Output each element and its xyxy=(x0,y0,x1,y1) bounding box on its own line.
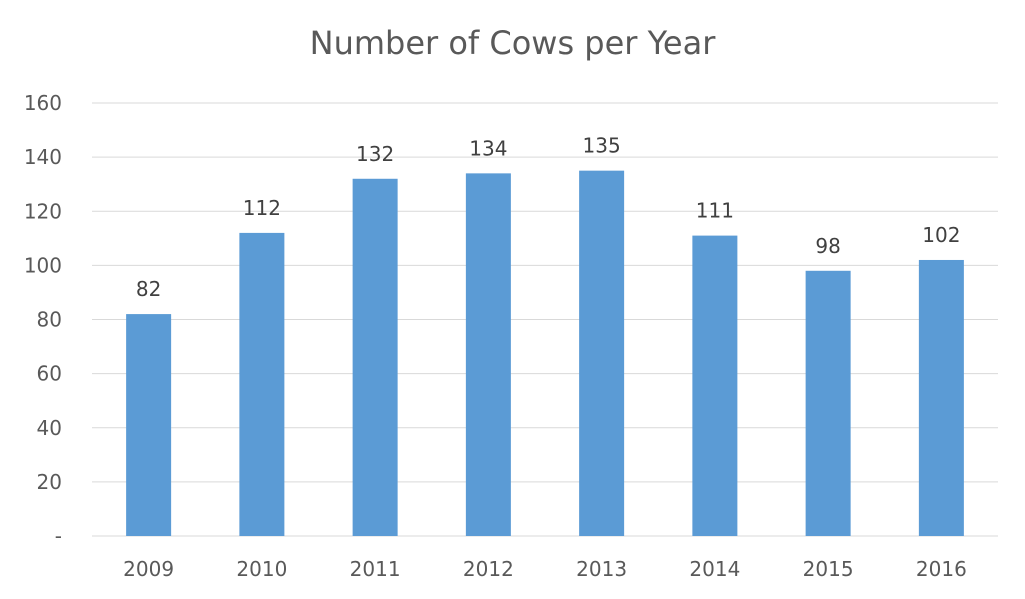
data-label: 135 xyxy=(583,134,621,158)
chart-title: Number of Cows per Year xyxy=(309,24,716,62)
x-tick-label: 2009 xyxy=(123,557,174,581)
x-tick-label: 2014 xyxy=(689,557,740,581)
bar-2015 xyxy=(805,270,851,536)
y-tick-label: 40 xyxy=(37,416,62,440)
y-tick-label: 160 xyxy=(24,91,62,115)
x-tick-label: 2010 xyxy=(236,557,287,581)
bar-2014 xyxy=(692,235,738,536)
bar-2012 xyxy=(465,173,511,537)
x-tick-label: 2011 xyxy=(350,557,401,581)
bar-2013 xyxy=(579,170,625,536)
y-tick-label: 100 xyxy=(24,253,62,277)
data-label: 134 xyxy=(469,136,507,160)
x-tick-label: 2013 xyxy=(576,557,627,581)
y-tick-label: 20 xyxy=(37,470,62,494)
y-tick-label: 120 xyxy=(24,199,62,223)
bar-2010 xyxy=(239,232,285,536)
bar-2016 xyxy=(918,259,964,536)
data-label: 111 xyxy=(696,199,734,223)
x-tick-label: 2016 xyxy=(916,557,967,581)
data-label: 82 xyxy=(136,277,161,301)
x-tick-label: 2015 xyxy=(803,557,854,581)
data-label: 132 xyxy=(356,142,394,166)
bar-2009 xyxy=(126,314,172,536)
x-tick-label: 2012 xyxy=(463,557,514,581)
data-label: 102 xyxy=(922,223,960,247)
y-tick-label: - xyxy=(55,524,62,548)
data-label: 112 xyxy=(243,196,281,220)
y-tick-label: 60 xyxy=(37,362,62,386)
bar-2011 xyxy=(352,178,398,536)
data-label: 98 xyxy=(815,234,840,258)
y-tick-label: 140 xyxy=(24,145,62,169)
y-tick-label: 80 xyxy=(37,308,62,332)
